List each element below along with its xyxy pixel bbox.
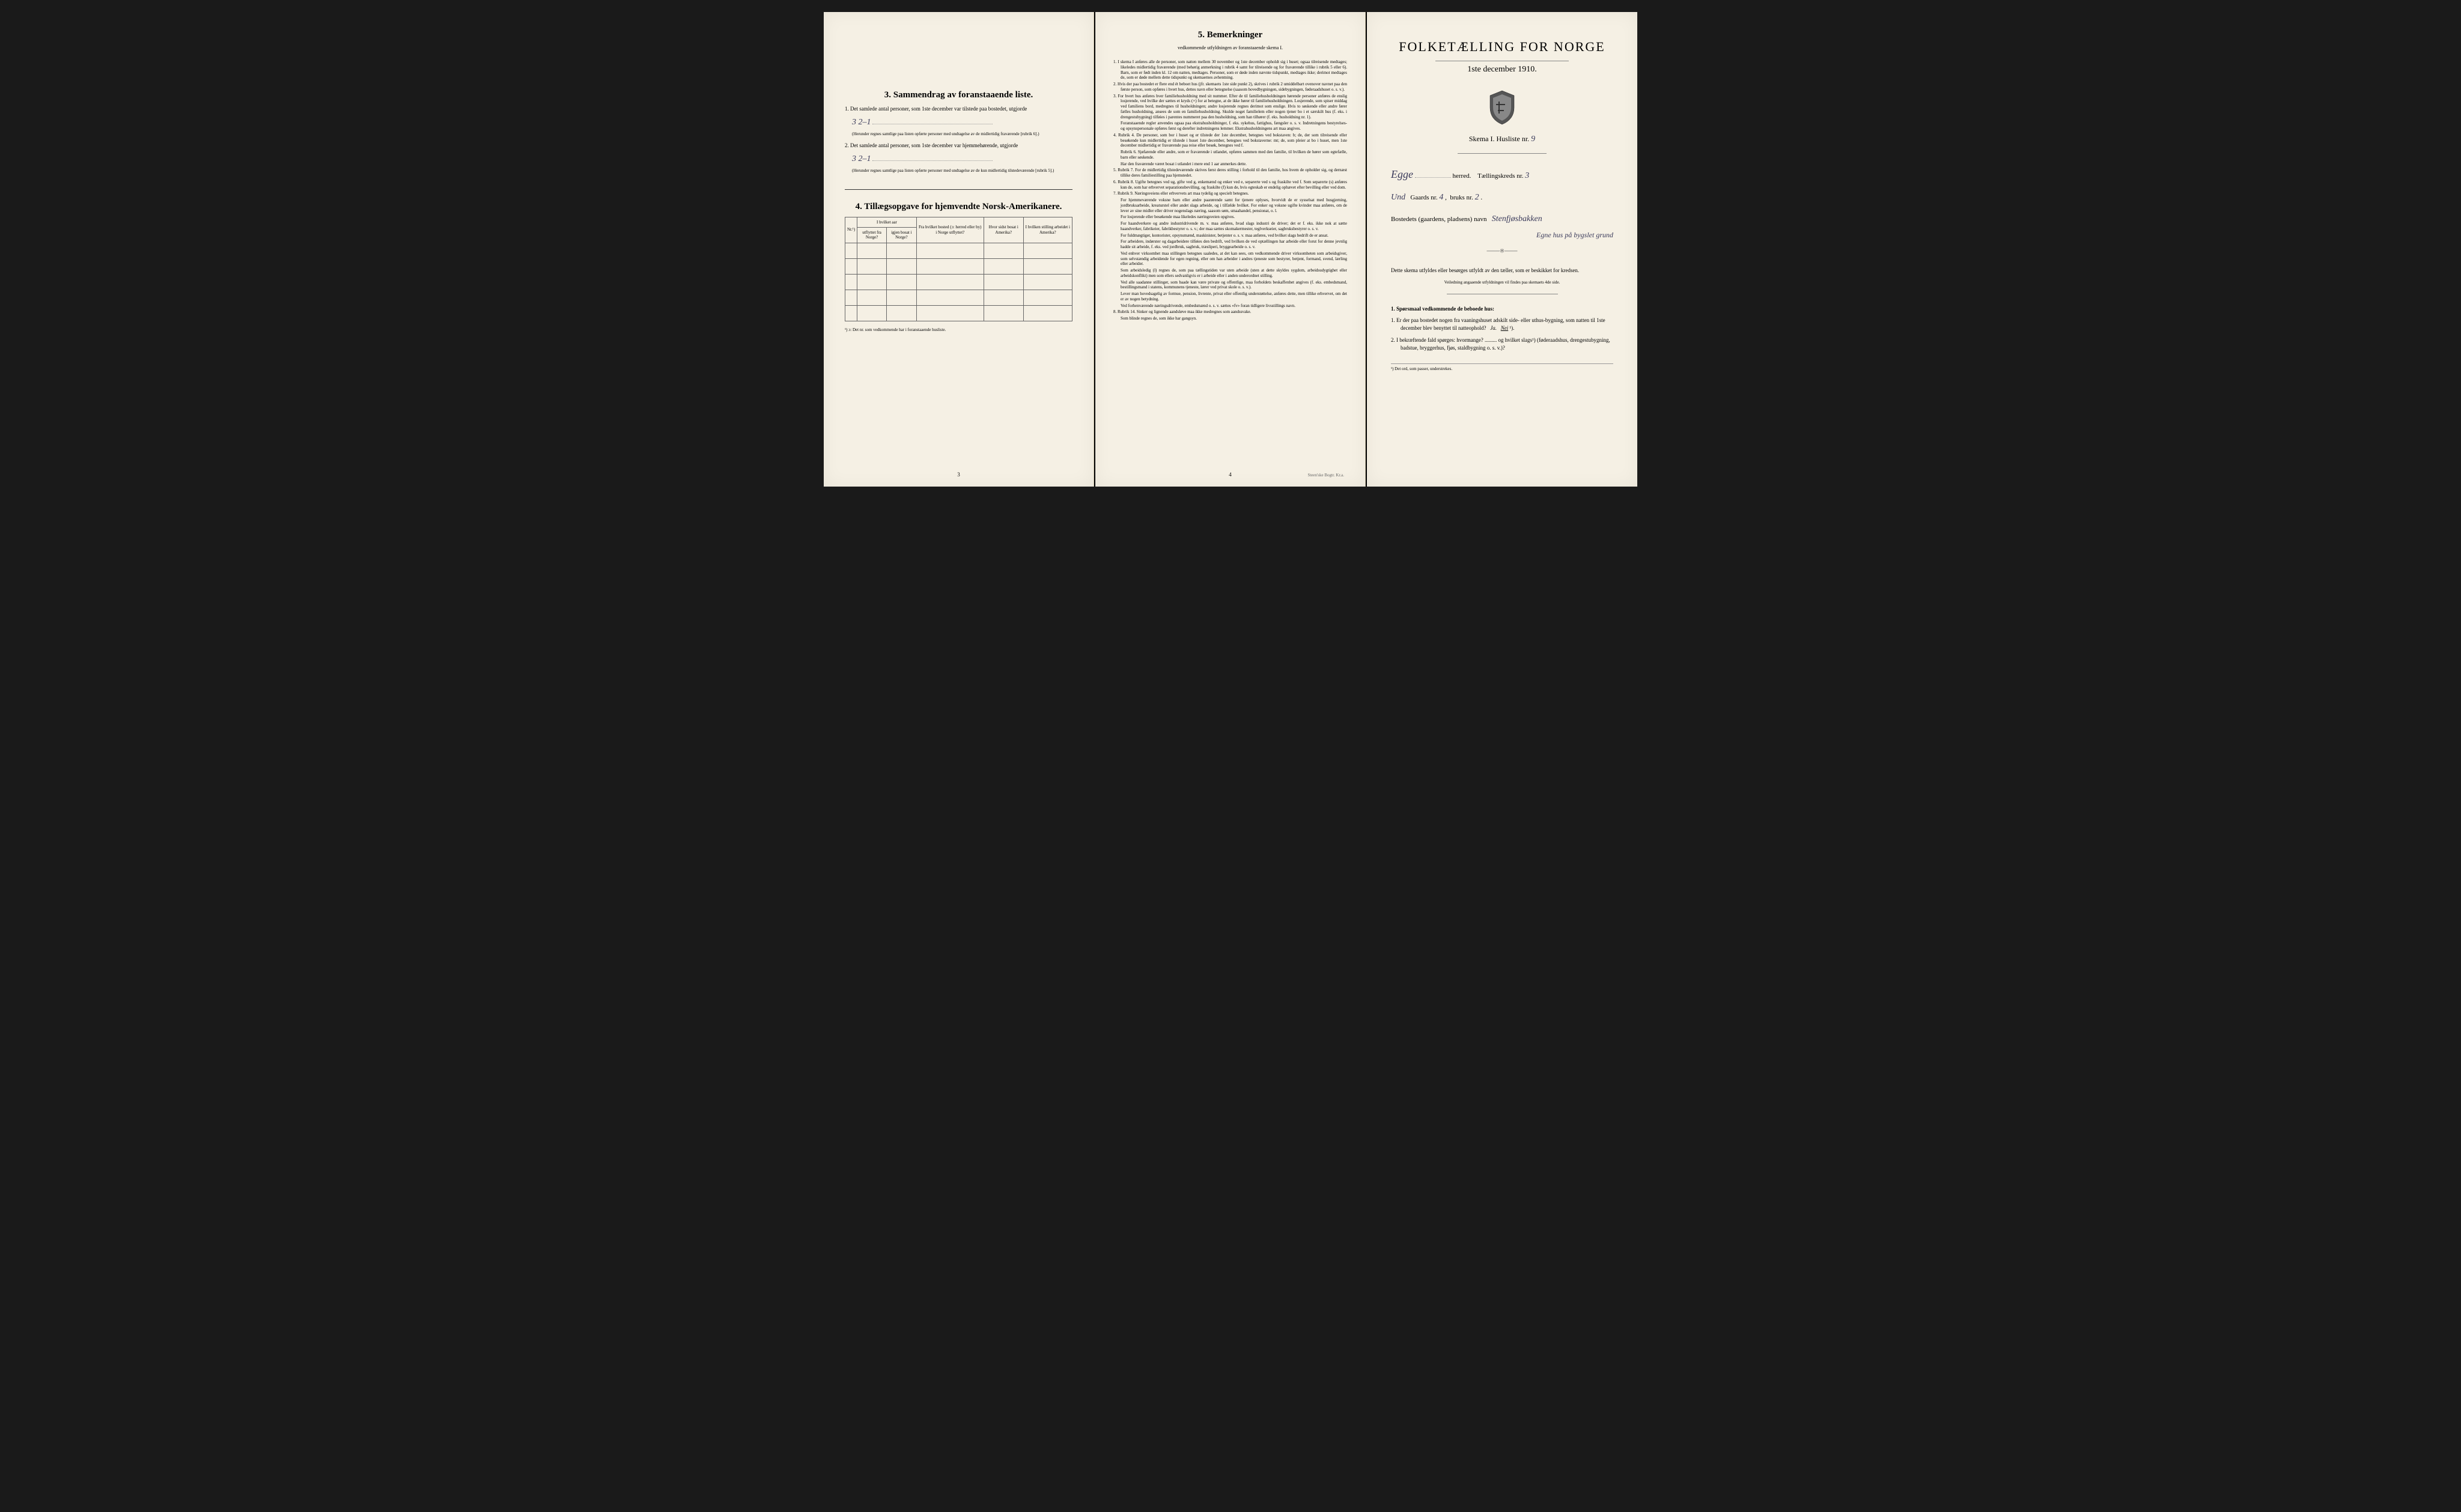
gaards-nr: 4 — [1439, 193, 1443, 202]
question-1: 1. Er der paa bostedet nogen fra vaaning… — [1391, 317, 1613, 333]
table-row — [845, 243, 1072, 258]
table-row — [845, 258, 1072, 274]
right-footnote: ¹) Det ord, som passer, understrekes. — [1391, 363, 1613, 371]
herred-label: herred. — [1452, 172, 1471, 180]
remark-paragraph: Som blinde regnes de, som ikke har gangs… — [1113, 316, 1347, 321]
skema-nr: 9 — [1531, 135, 1535, 144]
col-emigrated: utflyttet fra Norge? — [857, 227, 887, 243]
question-2: 2. I bekræftende fald spørges: hvormange… — [1391, 336, 1613, 353]
section-5-subtitle: vedkommende utfyldningen av foranstaaend… — [1113, 45, 1347, 50]
section-divider — [845, 189, 1072, 190]
remark-paragraph: 1. I skema I anføres alle de personer, s… — [1113, 59, 1347, 80]
census-date: 1ste december 1910. — [1391, 65, 1613, 74]
instruction: Dette skema utfyldes eller besørges utfy… — [1391, 267, 1613, 275]
remark-paragraph: Ved enhver virksomhet maa stillingen bet… — [1113, 251, 1347, 267]
remark-paragraph: Ved alle saadanne stillinger, som baade … — [1113, 280, 1347, 291]
section-5-title: 5. Bemerkninger — [1113, 30, 1347, 40]
remark-paragraph: 5. Rubrik 7. For de midlertidig tilstede… — [1113, 168, 1347, 178]
remark-paragraph: For losjerende eller besøkende maa likel… — [1113, 214, 1347, 220]
remark-paragraph: Som arbeidsledig (l) regnes de, som paa … — [1113, 268, 1347, 279]
bruks-label: bruks nr. — [1450, 194, 1473, 201]
col-year-group: I hvilket aar — [857, 217, 917, 227]
remark-paragraph: Har den fraværende været bosat i utlande… — [1113, 162, 1347, 167]
item-1-value: 3 2–1 — [852, 118, 871, 127]
page-title: FOLKETÆLLING FOR NORGE 1ste december 191… — [1367, 12, 1637, 487]
amt-value: Und — [1391, 193, 1405, 202]
item-2-value: 3 2–1 — [852, 154, 871, 163]
document-spread: 3. Sammendrag av foranstaaende liste. 1.… — [824, 12, 1637, 487]
page-4: 5. Bemerkninger vedkommende utfyldningen… — [1095, 12, 1366, 487]
remark-paragraph: 8. Rubrik 14. Sinker og lignende aandslø… — [1113, 309, 1347, 315]
bosted-value-2: Egne hus på bygslet grund — [1536, 231, 1613, 239]
remark-paragraph: Foranstaaende regler anvendes ogsaa paa … — [1113, 121, 1347, 132]
page-3: 3. Sammendrag av foranstaaende liste. 1.… — [824, 12, 1094, 487]
q1-answer-nei: Nei — [1501, 325, 1509, 331]
bosted-value: Stenfjøsbakken — [1492, 214, 1542, 223]
skema-rule — [1458, 153, 1547, 154]
census-title: FOLKETÆLLING FOR NORGE — [1391, 39, 1613, 55]
col-from: Fra hvilket bosted (ɔ: herred eller by) … — [916, 217, 984, 243]
item-1-value-line: 3 2–1 — [845, 117, 1072, 129]
section-3-title: 3. Sammendrag av foranstaaende liste. — [845, 90, 1072, 100]
bosted-line: Bostedets (gaardens, pladsens) navn Sten… — [1391, 211, 1613, 226]
col-position: I hvilken stilling arbeidet i Amerika? — [1023, 217, 1072, 243]
remark-paragraph: For hjemmeværende voksne barn eller andr… — [1113, 198, 1347, 213]
herred-line: Egge herred. Tællingskreds nr. 3 — [1391, 165, 1613, 184]
remark-paragraph: 2. Hvis der paa bostedet er flere end ét… — [1113, 82, 1347, 93]
remark-paragraph: 4. Rubrik 4. De personer, som bor i huse… — [1113, 133, 1347, 148]
remark-paragraph: Ved forhenværende næringsdrivende, embed… — [1113, 303, 1347, 309]
item-1: 1. Det samlede antal personer, som 1ste … — [845, 105, 1072, 113]
blank-line — [872, 154, 993, 161]
table-row — [845, 305, 1072, 321]
flourish-icon: ───※─── — [1391, 248, 1613, 255]
remark-paragraph: For fuldmægtiger, kontorister, opsynsmæn… — [1113, 233, 1347, 238]
table-row — [845, 290, 1072, 305]
item-1-text: 1. Det samlede antal personer, som 1ste … — [845, 106, 1027, 112]
question-header: 1. Spørsmaal vedkommende de beboede hus: — [1391, 305, 1613, 313]
remark-paragraph: 6. Rubrik 8. Ugifte betegnes ved ug, gif… — [1113, 180, 1347, 190]
blank-line — [872, 117, 993, 124]
remark-paragraph: Lever man hovedsagelig av formue, pensio… — [1113, 291, 1347, 302]
emigrant-table: Nr.¹) I hvilket aar Fra hvilket bosted (… — [845, 217, 1072, 321]
item-2-text: 2. Det samlede antal personer, som 1ste … — [845, 142, 1018, 148]
instruction-sub: Veiledning angaaende utfyldningen vil fi… — [1391, 280, 1613, 285]
table-footnote: ¹) ɔ: Det nr. som vedkommende har i fora… — [845, 327, 1072, 332]
gaards-line: Und Gaards nr. 4 , bruks nr. 2 . — [1391, 190, 1613, 205]
remark-paragraph: 7. Rubrik 9. Næringsveiens eller erhverv… — [1113, 191, 1347, 196]
item-2-value-line: 3 2–1 — [845, 153, 1072, 165]
page-number: 4 — [1229, 472, 1232, 478]
item-2: 2. Det samlede antal personer, som 1ste … — [845, 142, 1072, 150]
gaards-label: Gaards nr. — [1410, 194, 1437, 201]
item-2-note: (Herunder regnes samtlige paa listen opf… — [845, 168, 1072, 174]
section-4-title: 4. Tillægsopgave for hjemvendte Norsk-Am… — [845, 202, 1072, 212]
skema-label: Skema I. Husliste nr. — [1469, 135, 1529, 143]
remark-paragraph: Rubrik 6. Sjøfarende eller andre, som er… — [1113, 150, 1347, 160]
herred-value: Egge — [1391, 168, 1413, 180]
remarks-body: 1. I skema I anføres alle de personer, s… — [1113, 59, 1347, 321]
kreds-nr: 3 — [1525, 171, 1529, 180]
item-1-note: (Herunder regnes samtlige paa listen opf… — [845, 132, 1072, 137]
skema-line: Skema I. Husliste nr. 9 — [1391, 135, 1613, 144]
page-number: 3 — [957, 472, 960, 478]
bruks-nr: 2 — [1475, 193, 1479, 202]
remark-paragraph: For arbeidere, indørster og dagarbeidere… — [1113, 239, 1347, 250]
remark-paragraph: 3. For hvert hus anføres hver familiehus… — [1113, 94, 1347, 120]
remark-paragraph: For haandverkere og andre industridriven… — [1113, 221, 1347, 232]
table-row — [845, 274, 1072, 290]
bosted-label: Bostedets (gaardens, pladsens) navn — [1391, 216, 1486, 223]
bosted-line-2: Egne hus på bygslet grund — [1391, 229, 1613, 242]
col-where: Hvor sidst bosat i Amerika? — [984, 217, 1023, 243]
col-nr: Nr.¹) — [845, 217, 857, 243]
kreds-label: Tællingskreds nr. — [1477, 172, 1523, 180]
coat-of-arms-icon — [1487, 90, 1517, 126]
printer-mark: Steen'ske Bogtr. Kr.a. — [1307, 473, 1344, 478]
col-returned: igjen bosat i Norge? — [886, 227, 916, 243]
